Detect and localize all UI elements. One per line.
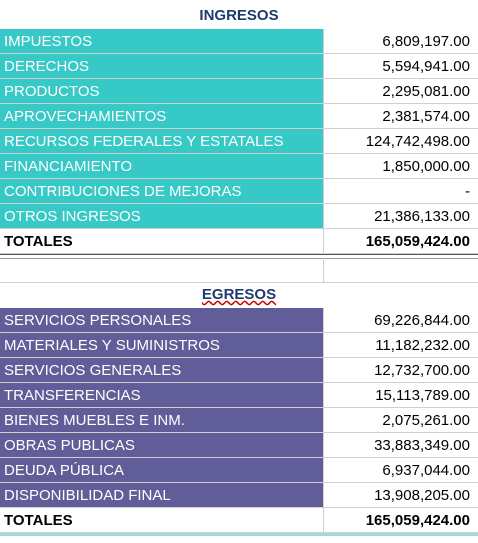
row-label: SERVICIOS PERSONALES [0, 308, 323, 333]
row-label: PRODUCTOS [0, 79, 323, 104]
row-label: CONTRIBUCIONES DE MEJORAS [0, 179, 323, 204]
row-value: 13,908,205.00 [323, 483, 478, 508]
row-label: FINANCIAMIENTO [0, 154, 323, 179]
section-title: EGRESOS [201, 286, 277, 303]
row-value: - [323, 179, 478, 204]
row-label: OTROS INGRESOS [0, 204, 323, 229]
total-label: TOTALES [0, 508, 323, 533]
double-rule [0, 254, 478, 259]
row-value: 21,386,133.00 [323, 204, 478, 229]
row-value: 2,295,081.00 [323, 79, 478, 104]
row-value: 2,381,574.00 [323, 104, 478, 129]
total-value: 165,059,424.00 [323, 229, 478, 254]
row-label: DISPONIBILIDAD FINAL [0, 483, 323, 508]
blank-row [0, 258, 478, 283]
row-label: DEUDA PÚBLICA [0, 458, 323, 483]
bottom-rule [0, 533, 478, 536]
row-label: DERECHOS [0, 54, 323, 79]
total-value: 165,059,424.00 [323, 508, 478, 533]
row-label: SERVICIOS GENERALES [0, 358, 323, 383]
row-label: RECURSOS FEDERALES Y ESTATALES [0, 129, 323, 154]
blank-divider [323, 258, 324, 282]
row-value: 12,732,700.00 [323, 358, 478, 383]
row-value: 33,883,349.00 [323, 433, 478, 458]
row-value: 6,809,197.00 [323, 29, 478, 54]
row-label: OBRAS PUBLICAS [0, 433, 323, 458]
total-label: TOTALES [0, 229, 323, 254]
row-value: 11,182,232.00 [323, 333, 478, 358]
row-value: 1,850,000.00 [323, 154, 478, 179]
row-label: APROVECHAMIENTOS [0, 104, 323, 129]
row-label: MATERIALES Y SUMINISTROS [0, 333, 323, 358]
row-label: BIENES MUEBLES E INM. [0, 408, 323, 433]
row-value: 15,113,789.00 [323, 383, 478, 408]
row-value: 69,226,844.00 [323, 308, 478, 333]
row-value: 6,937,044.00 [323, 458, 478, 483]
row-value: 124,742,498.00 [323, 129, 478, 154]
row-value: 2,075,261.00 [323, 408, 478, 433]
row-label: IMPUESTOS [0, 29, 323, 54]
row-label: TRANSFERENCIAS [0, 383, 323, 408]
row-value: 5,594,941.00 [323, 54, 478, 79]
section-title: INGRESOS [199, 7, 279, 24]
